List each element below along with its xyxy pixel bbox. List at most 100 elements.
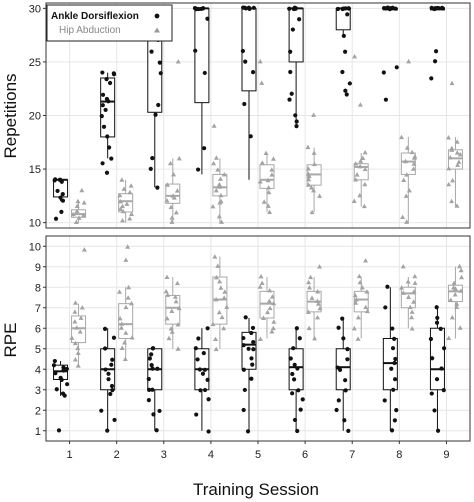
data-point-hip <box>404 219 410 224</box>
y-tick-label-repetitions: 20 <box>29 111 41 123</box>
data-point-hip <box>163 288 169 294</box>
data-point-ankle <box>433 49 439 54</box>
data-point-hip <box>410 166 416 171</box>
data-point-hip <box>452 286 458 291</box>
data-point-ankle <box>197 367 202 372</box>
data-point-ankle <box>241 343 246 348</box>
data-point-ankle <box>147 387 152 392</box>
data-point-hip <box>409 326 415 331</box>
data-point-ankle <box>53 216 59 221</box>
data-point-hip <box>259 280 265 285</box>
data-point-hip <box>219 314 225 320</box>
data-point-ankle <box>52 178 57 183</box>
data-point-hip <box>454 203 460 208</box>
data-point-hip <box>357 102 363 107</box>
data-point-ankle <box>157 60 162 65</box>
data-point-ankle <box>202 387 208 393</box>
data-point-hip <box>176 305 182 311</box>
data-point-hip <box>364 308 370 314</box>
data-point-ankle <box>250 325 256 331</box>
data-point-hip <box>123 330 129 335</box>
data-point-hip <box>175 346 181 351</box>
data-point-ankle <box>206 429 211 434</box>
data-point-ankle <box>157 408 162 414</box>
data-point-ankle <box>99 408 104 413</box>
data-point-ankle <box>291 6 296 12</box>
data-point-ankle <box>337 367 343 372</box>
data-point-hip <box>218 285 224 290</box>
data-point-ankle <box>296 388 301 393</box>
x-tick-label: 8 <box>396 449 402 461</box>
panel-frame-repetitions <box>45 2 471 229</box>
data-point-ankle <box>343 49 348 54</box>
data-point-ankle <box>294 119 299 124</box>
box-rpe-hip <box>212 276 228 325</box>
data-point-hip <box>259 80 265 85</box>
data-point-ankle <box>100 92 106 97</box>
data-point-ankle <box>288 49 293 54</box>
data-point-hip <box>119 177 125 182</box>
data-point-hip <box>217 200 223 205</box>
data-point-ankle <box>293 113 298 118</box>
data-point-ankle <box>382 398 387 403</box>
data-point-hip <box>266 298 272 303</box>
data-point-ankle <box>343 88 348 93</box>
data-point-hip <box>356 273 362 279</box>
data-point-hip <box>403 158 409 164</box>
data-point-hip <box>306 279 312 285</box>
data-point-hip <box>352 292 358 298</box>
data-point-hip <box>354 172 360 177</box>
data-point-ankle <box>102 346 108 351</box>
data-point-ankle <box>100 70 105 75</box>
data-point-hip <box>317 305 323 311</box>
data-point-hip <box>129 211 135 217</box>
data-point-ankle <box>51 363 57 368</box>
data-point-ankle <box>251 347 256 352</box>
data-point-hip <box>117 192 123 198</box>
data-point-hip <box>123 257 129 262</box>
data-point-hip <box>126 284 132 290</box>
data-point-ankle <box>340 69 345 75</box>
data-point-hip <box>267 288 273 293</box>
data-point-hip <box>72 319 78 324</box>
data-point-ankle <box>389 428 395 433</box>
data-point-ankle <box>434 305 439 310</box>
data-point-hip <box>446 165 452 171</box>
data-point-ankle <box>440 6 446 11</box>
data-point-hip <box>127 216 133 221</box>
data-point-hip <box>357 279 363 285</box>
data-point-hip <box>128 183 134 188</box>
data-point-hip <box>79 305 85 310</box>
data-point-ankle <box>389 366 394 371</box>
data-point-hip <box>269 167 275 172</box>
data-point-hip <box>168 204 174 210</box>
data-point-ankle <box>243 6 249 11</box>
data-point-ankle <box>65 382 70 387</box>
data-point-ankle <box>240 48 245 54</box>
data-point-hip <box>355 314 361 320</box>
data-point-hip <box>119 321 125 326</box>
data-point-ankle <box>394 65 399 70</box>
data-point-ankle <box>242 387 247 393</box>
data-point-ankle <box>110 388 115 393</box>
data-point-ankle <box>383 97 389 102</box>
data-point-hip <box>174 280 180 286</box>
data-point-ankle <box>249 376 254 381</box>
data-point-hip <box>257 58 263 64</box>
data-point-ankle <box>290 371 295 377</box>
data-point-hip <box>167 160 173 166</box>
data-point-hip <box>457 263 463 269</box>
data-point-ankle <box>205 377 210 382</box>
data-point-ankle <box>103 367 108 372</box>
data-point-hip <box>74 208 80 214</box>
data-point-ankle <box>385 284 390 289</box>
data-point-hip <box>305 166 311 171</box>
data-point-ankle <box>106 99 111 104</box>
data-point-hip <box>457 151 463 157</box>
data-point-ankle <box>107 145 112 150</box>
data-point-ankle <box>59 179 64 184</box>
data-point-hip <box>215 263 221 268</box>
data-point-ankle <box>347 81 352 86</box>
data-point-ankle <box>101 124 107 129</box>
